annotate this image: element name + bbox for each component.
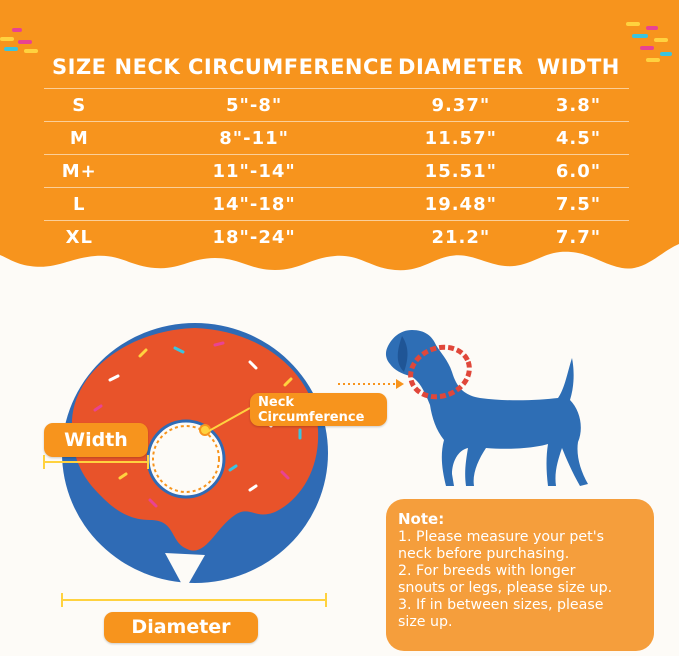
table-row: XL 18"-24" 21.2" 7.7" [44, 220, 629, 253]
neck-circumference-label: Neck Circumference [250, 393, 387, 426]
diameter-cell: 21.2" [393, 220, 528, 253]
note-line: size up. [398, 614, 453, 630]
header-neck-circumference: NECK CIRCUMFERENCE [114, 55, 394, 79]
donut-cone-illustration [62, 323, 328, 590]
size-table-header-row: SIZE NECK CIRCUMFERENCE DIAMETER WIDTH [44, 52, 629, 89]
width-cell: 6.0" [527, 154, 629, 188]
note-line: snouts or legs, please size up. [398, 580, 613, 596]
diameter-cell: 9.37" [393, 88, 528, 122]
width-cell: 7.5" [527, 187, 629, 221]
table-row: M 8"-11" 11.57" 4.5" [44, 121, 629, 155]
sprinkles-decoration-left [0, 28, 38, 53]
size-cell: M [44, 121, 115, 155]
width-cell: 7.7" [527, 220, 629, 253]
header-diameter: DIAMETER [398, 55, 524, 79]
diameter-cell: 19.48" [393, 187, 528, 221]
neck-cell: 5"-8" [114, 88, 394, 122]
neck-cell: 11"-14" [114, 154, 394, 188]
size-cell: M+ [44, 154, 115, 188]
header-width: WIDTH [537, 55, 620, 79]
neck-label-line1: Neck [258, 395, 295, 410]
width-label: Width [44, 423, 148, 457]
size-cell: L [44, 187, 115, 221]
table-row: S 5"-8" 9.37" 3.8" [44, 88, 629, 122]
diameter-cell: 11.57" [393, 121, 528, 155]
note-line: 1. Please measure your pet's [398, 529, 604, 545]
note-line: 3. If in between sizes, please [398, 597, 604, 613]
header-size: SIZE [52, 55, 107, 79]
neck-label-line2: Circumference [258, 410, 365, 425]
diameter-label: Diameter [104, 612, 258, 643]
width-cell: 4.5" [527, 121, 629, 155]
note-title: Note: [398, 510, 445, 528]
diameter-indicator [61, 593, 327, 607]
width-cell: 3.8" [527, 88, 629, 122]
note-box: Note: 1. Please measure your pet's neck … [386, 499, 654, 651]
diameter-cell: 15.51" [393, 154, 528, 188]
note-line: neck before purchasing. [398, 546, 570, 562]
dog-silhouette-icon [385, 330, 588, 486]
neck-cell: 18"-24" [114, 220, 394, 253]
neck-cell: 14"-18" [114, 187, 394, 221]
size-cell: XL [44, 220, 115, 253]
size-table: SIZE NECK CIRCUMFERENCE DIAMETER WIDTH S… [44, 52, 629, 253]
width-indicator [43, 455, 149, 469]
neck-cell: 8"-11" [114, 121, 394, 155]
neck-pointer [206, 407, 251, 433]
size-cell: S [44, 88, 115, 122]
sprinkles-decoration-right [626, 22, 672, 62]
note-line: 2. For breeds with longer [398, 563, 576, 579]
dog-collar [408, 344, 472, 400]
table-row: M+ 11"-14" 15.51" 6.0" [44, 154, 629, 188]
table-row: L 14"-18" 19.48" 7.5" [44, 187, 629, 221]
